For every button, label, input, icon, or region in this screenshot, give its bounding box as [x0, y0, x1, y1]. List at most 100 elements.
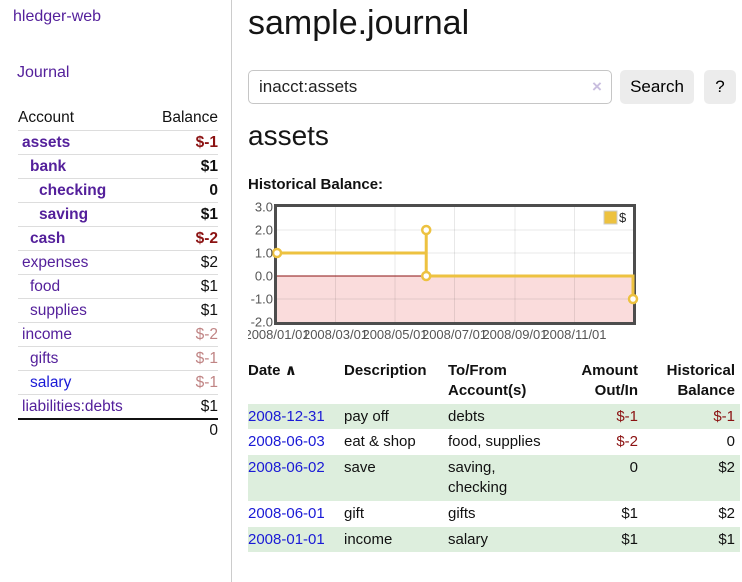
balance-column-header: Balance — [161, 109, 218, 126]
account-column-header: Account — [18, 109, 75, 126]
account-balance: $1 — [200, 397, 218, 415]
register-accounts-cell: gifts — [448, 504, 476, 522]
account-link-salary[interactable]: salary — [30, 373, 72, 391]
y-tick-label: 3.0 — [255, 200, 273, 215]
search-form: × Search ? — [248, 70, 742, 104]
account-link-bank[interactable]: bank — [30, 157, 67, 175]
chart-canvas[interactable]: $3.0 2.0 1.0 0.0 -1.0 -2.02008/01/012008/03/0… — [244, 200, 742, 348]
account-row: bank $1 — [18, 154, 218, 178]
x-tick-label: 2008/05/01 — [362, 327, 427, 342]
account-row: expenses $2 — [18, 250, 218, 274]
account-balance: $1 — [200, 301, 218, 319]
register-amount-cell: $-1 — [616, 407, 638, 425]
account-balance: $-2 — [195, 325, 218, 343]
y-tick-label: 1.0 — [255, 246, 273, 261]
transaction-date-link[interactable]: 2008-06-03 — [248, 433, 325, 451]
register-description-cell: income — [344, 530, 393, 548]
series-line — [277, 230, 635, 299]
account-link-food[interactable]: food — [30, 277, 61, 295]
sort-asc-icon: ∧ — [284, 362, 297, 379]
account-link-supplies[interactable]: supplies — [30, 301, 87, 319]
app-title-link[interactable]: hledger-web — [13, 8, 102, 25]
account-row: saving $1 — [18, 202, 218, 226]
amount-column-header: Amount Out/In — [581, 362, 638, 399]
y-tick-label: 2.0 — [255, 223, 273, 238]
register-accounts-cell: food, supplies — [448, 433, 541, 451]
x-tick-label: 2008/07/01 — [422, 327, 487, 342]
register-date-cell: 2008-06-03 — [248, 429, 344, 455]
account-balance: $2 — [200, 253, 218, 271]
x-tick-label: 2008/11/01 — [542, 327, 606, 342]
y-tick-label: 0.0 — [255, 269, 273, 284]
search-input[interactable] — [248, 70, 612, 104]
account-link-checking[interactable]: checking — [39, 181, 107, 199]
page-title: sample.journal — [248, 4, 470, 42]
total-balance: 0 — [209, 422, 218, 439]
account-table-header: Account Balance — [18, 106, 218, 130]
balance-chart[interactable]: $3.0 2.0 1.0 0.0 -1.0 -2.0 2008/01/01 2008/03/0… — [244, 200, 742, 348]
account-link-liabilities-debts[interactable]: liabilities:debts — [22, 397, 123, 415]
register-balance-cell: $2 — [718, 459, 735, 477]
transaction-date-link[interactable]: 2008-12-31 — [248, 407, 325, 425]
nav-journal-link[interactable]: Journal — [17, 64, 70, 81]
account-balance: $1 — [200, 205, 218, 223]
account-row: salary $-1 — [18, 370, 218, 394]
account-balance: $1 — [200, 277, 218, 295]
register-amount-cell: 0 — [629, 459, 638, 477]
account-balance: $1 — [200, 157, 218, 175]
negative-region — [277, 276, 633, 322]
account-balance: $-1 — [195, 373, 218, 391]
register-accounts-cell: debts — [448, 407, 485, 425]
search-button[interactable]: Search — [620, 70, 694, 104]
register-table: Date ∧ Description To/From Account(s) Am… — [248, 358, 740, 553]
account-link-assets[interactable]: assets — [22, 133, 71, 151]
register-balance-cell: $-1 — [713, 407, 735, 425]
x-tick-label: 2008/09/01 — [482, 327, 547, 342]
register-balance-cell: 0 — [726, 433, 735, 451]
account-balance: 0 — [209, 181, 218, 199]
balance-column-header: Historical Balance — [666, 362, 735, 399]
register-description-cell: eat & shop — [344, 433, 416, 451]
register-amount-cell: $-2 — [616, 433, 638, 451]
account-row: food $1 — [18, 274, 218, 298]
register-description-cell: pay off — [344, 407, 389, 425]
description-column-header: Description — [344, 362, 427, 379]
register-row: 2008-06-01 gift gifts $1 $2 — [248, 501, 740, 527]
register-description-cell: gift — [344, 504, 365, 522]
data-point — [627, 293, 639, 305]
transaction-date-link[interactable]: 2008-06-02 — [248, 459, 325, 477]
register-amount-cell: $1 — [621, 530, 638, 548]
register-row: 2008-06-03 eat & shop food, supplies $-2 0 — [248, 429, 740, 455]
account-row: cash $-2 — [18, 226, 218, 250]
account-link-saving[interactable]: saving — [39, 205, 89, 223]
x-tick-label: 2008/03/01 — [303, 327, 368, 342]
transaction-date-link[interactable]: 2008-01-01 — [248, 530, 325, 548]
account-row: supplies $1 — [18, 298, 218, 322]
register-date-cell: 2008-06-01 — [248, 501, 344, 527]
legend-label: $ — [619, 210, 627, 225]
account-total-row: 0 — [18, 418, 218, 442]
register-date-cell: 2008-01-01 — [248, 527, 344, 553]
account-link-gifts[interactable]: gifts — [30, 349, 59, 367]
y-tick-label: -2.0 — [251, 315, 273, 330]
x-tick-label: 2008/01/01 — [248, 327, 310, 342]
account-row: income $-2 — [18, 322, 218, 346]
account-link-income[interactable]: income — [22, 325, 72, 343]
register-accounts-cell: saving, checking — [448, 459, 508, 496]
help-button[interactable]: ? — [704, 70, 736, 104]
register-accounts-cell: salary — [448, 530, 489, 548]
account-rows: assets $-1 bank $1 checking 0 saving $1 cash $-2 e… — [18, 130, 218, 418]
register-row: 2008-06-02 save saving, checking 0 $2 — [248, 455, 740, 501]
account-link-expenses[interactable]: expenses — [22, 253, 89, 271]
account-balance: $-1 — [195, 133, 218, 151]
register-header-row: Date ∧ Description To/From Account(s) Am… — [248, 358, 740, 404]
plot-border — [274, 204, 636, 325]
clear-search-icon[interactable]: × — [592, 77, 602, 96]
y-tick-label: -1.0 — [251, 292, 273, 307]
account-balance: $-1 — [195, 349, 218, 367]
data-point — [420, 224, 432, 236]
account-link-cash[interactable]: cash — [30, 229, 66, 247]
accounts-column-header: To/From Account(s) — [448, 362, 527, 399]
date-column-header[interactable]: Date ∧ — [248, 362, 297, 379]
transaction-date-link[interactable]: 2008-06-01 — [248, 504, 325, 522]
